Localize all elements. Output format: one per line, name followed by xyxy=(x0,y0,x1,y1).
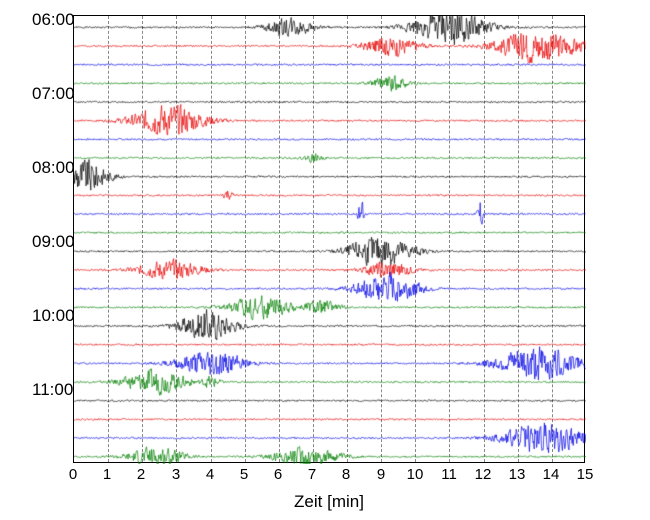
ytick-1: 07:00 xyxy=(32,84,75,104)
xtick-6: 6 xyxy=(274,466,282,483)
xtick-2: 2 xyxy=(137,466,145,483)
ytick-3: 09:00 xyxy=(32,232,75,252)
xtick-15: 15 xyxy=(577,466,594,483)
xtick-10: 10 xyxy=(407,466,424,483)
xtick-11: 11 xyxy=(441,466,457,483)
xtick-5: 5 xyxy=(240,466,248,483)
x-axis-label: Zeit [min] xyxy=(294,492,364,512)
xtick-14: 14 xyxy=(543,466,560,483)
xtick-8: 8 xyxy=(342,466,350,483)
ytick-0: 06:00 xyxy=(32,10,75,30)
ytick-2: 08:00 xyxy=(32,158,75,178)
xtick-12: 12 xyxy=(475,466,492,483)
xtick-0: 0 xyxy=(69,466,77,483)
ytick-5: 11:00 xyxy=(32,380,73,400)
seismic-traces-canvas xyxy=(74,16,586,464)
xtick-9: 9 xyxy=(377,466,385,483)
xtick-13: 13 xyxy=(509,466,526,483)
xtick-1: 1 xyxy=(103,466,111,483)
plot-area xyxy=(73,15,585,463)
xtick-3: 3 xyxy=(172,466,180,483)
xtick-7: 7 xyxy=(308,466,316,483)
xtick-4: 4 xyxy=(206,466,214,483)
seismogram-plot: UTC (Lokalzeit = UTC + 02:00) 06:00 07:0… xyxy=(0,0,650,520)
ytick-4: 10:00 xyxy=(32,306,75,326)
